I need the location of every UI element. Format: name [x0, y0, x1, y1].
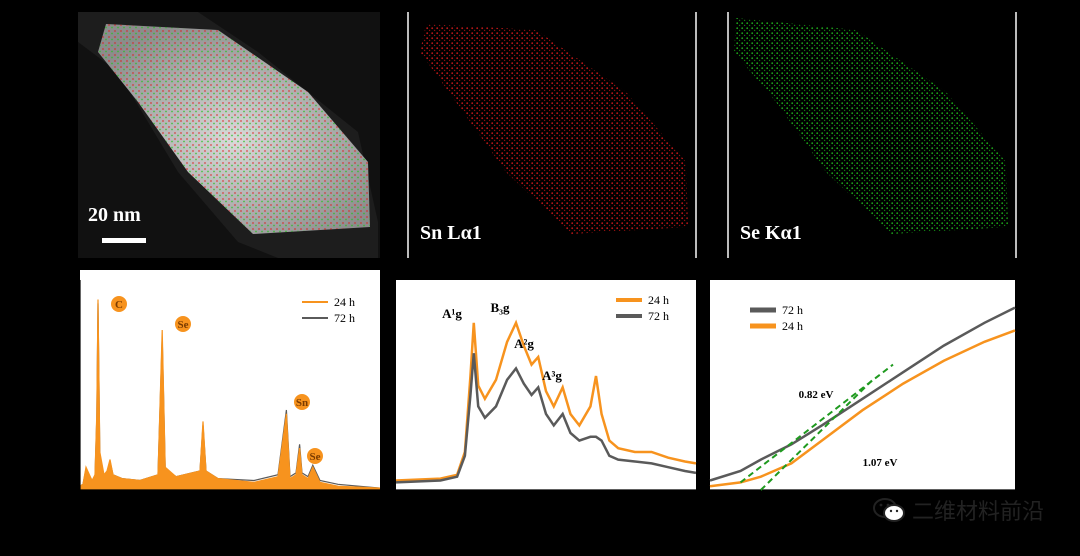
- series-line-72h: [395, 353, 697, 484]
- scale-bar-label: 20 nm: [88, 204, 141, 226]
- legend-label: 72 h: [334, 311, 355, 325]
- legend-label: 72 h: [782, 303, 803, 317]
- annotation-marker: [175, 316, 191, 332]
- x-tick-label: 2: [196, 498, 204, 514]
- legend-label: 72 h: [648, 309, 669, 323]
- annotation: C: [115, 299, 123, 311]
- annotation-marker: [307, 448, 323, 464]
- annotation: A³g: [542, 368, 562, 383]
- x-axis-label: KeV: [216, 515, 243, 530]
- annotation: Se: [178, 319, 189, 331]
- sn-elemental-map: [406, 12, 698, 258]
- x-tick-label: 0: [76, 498, 84, 514]
- annotation: Se: [310, 451, 321, 463]
- se-map-image: Se Kα1: [726, 12, 1018, 258]
- haadf-micrograph: [78, 12, 380, 258]
- x-tick-label: 150: [551, 498, 574, 514]
- annotation: 1.07 eV: [863, 457, 898, 469]
- x-tick-label: 2.5: [904, 498, 923, 514]
- x-tick-label: 3: [256, 498, 264, 514]
- watermark: 二维材料前沿: [872, 494, 1044, 526]
- x-tick-label: 0.5: [701, 498, 720, 514]
- raman-spectrum-chart: 50 100 150 200 250 Raman shift (cm⁻¹) 24 h 72 h…: [395, 280, 697, 530]
- y-axis-label: Intensity (a.u.): [53, 346, 68, 434]
- series-fill-24h: [80, 299, 380, 490]
- legend-label: 24 h: [782, 319, 803, 333]
- plot-area: [710, 280, 1015, 490]
- x-tick-label: 1.5: [802, 498, 821, 514]
- x-tick-label: 1: [136, 498, 144, 514]
- legend-label: 24 h: [334, 295, 355, 309]
- annotation-marker: [294, 394, 310, 410]
- series-line-24h: [709, 329, 1016, 488]
- scale-bar: [102, 238, 146, 243]
- annotation: B₃g: [490, 300, 510, 315]
- x-axis-label: eV: [854, 515, 870, 530]
- absorption-chart: 0.5 1.0 1.5 2.0 2.5 3.0 eV 72 h 24 h 0.82 eV 1.07 …: [701, 280, 1016, 530]
- se-elemental-map: [726, 12, 1018, 258]
- series-line-24h: [395, 319, 697, 482]
- x-tick-label: 2.0: [853, 498, 872, 514]
- x-tick-label: 100: [496, 498, 518, 514]
- sn-map-label: Sn Lα1: [420, 222, 482, 244]
- eds-spectrum-chart: 0 1 2 3 4 5 KeV Intensity (a.u.) 24 h 72 h C Se Sn Se: [53, 270, 384, 530]
- annotation: A²g: [514, 336, 534, 351]
- plot-area: [396, 280, 696, 490]
- plot-area: [80, 270, 380, 490]
- series-line-24h: [79, 299, 381, 489]
- tangent-fit-line: [760, 379, 874, 491]
- legend-label: 24 h: [648, 293, 669, 307]
- wechat-icon: [872, 498, 905, 522]
- annotation: A¹g: [442, 306, 462, 321]
- se-map-label: Se Kα1: [740, 222, 802, 244]
- x-tick-label: 200: [607, 498, 630, 514]
- sn-map-image: Sn Lα1: [406, 12, 698, 258]
- watermark-text: 二维材料前沿: [911, 500, 1044, 525]
- annotation-marker: [111, 296, 127, 312]
- series-line-72h: [709, 306, 1016, 482]
- annotation: Sn: [296, 397, 308, 409]
- x-axis-label: Raman shift (cm⁻¹): [488, 515, 604, 530]
- x-tick-label: 3.0: [955, 498, 974, 514]
- annotation: 0.82 eV: [799, 389, 834, 401]
- haadf-image: 20 nm: [78, 12, 380, 258]
- x-tick-label: 4: [316, 498, 324, 514]
- x-tick-label: 1.0: [751, 498, 770, 514]
- x-tick-label: 250: [663, 498, 686, 514]
- x-tick-label: 5: [376, 498, 384, 514]
- x-tick-label: 50: [444, 498, 459, 514]
